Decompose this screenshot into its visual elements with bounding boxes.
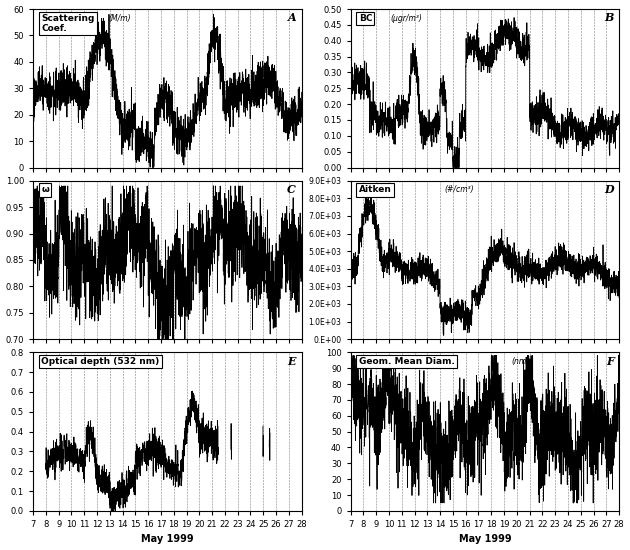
Text: Geom. Mean Diam.: Geom. Mean Diam. [358, 357, 454, 366]
Text: (#/cm³): (#/cm³) [445, 185, 474, 195]
Text: B: B [604, 12, 614, 23]
Text: (M/m): (M/m) [108, 14, 131, 23]
Text: E: E [288, 355, 296, 366]
Text: Aitken: Aitken [358, 185, 391, 195]
Text: (μgr/m³): (μgr/m³) [391, 14, 423, 23]
X-axis label: May 1999: May 1999 [141, 535, 193, 544]
Text: F: F [606, 355, 614, 366]
Text: D: D [604, 184, 614, 195]
Text: (nm): (nm) [512, 357, 530, 366]
X-axis label: May 1999: May 1999 [459, 535, 511, 544]
Text: BC: BC [358, 14, 372, 23]
Text: ω: ω [41, 185, 49, 195]
Text: Optical depth (532 nm): Optical depth (532 nm) [41, 357, 159, 366]
Text: A: A [288, 12, 296, 23]
Text: Scattering
Coef.: Scattering Coef. [41, 14, 94, 33]
Text: C: C [287, 184, 296, 195]
